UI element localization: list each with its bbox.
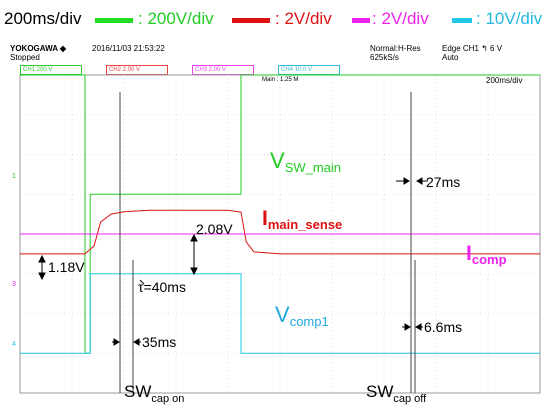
trigger-label: Edge CH1 ↰ 6 V xyxy=(442,44,503,53)
brand-label: YOKOGAWA ◆ xyxy=(10,44,67,53)
legend-bar: 200ms/div : 200V/div : 2V/div : 2V/div :… xyxy=(0,0,550,40)
trace-v-comp1 xyxy=(20,273,540,354)
status-label: Stopped xyxy=(10,53,40,62)
channel-markers: 1 3 4 xyxy=(12,173,16,348)
label-delay-comp: 6.6ms xyxy=(424,319,462,335)
legend-swatch-ch2 xyxy=(232,18,270,23)
label-tau: τ=40ms xyxy=(138,279,186,295)
label-i-main-sense: Imain_sense xyxy=(262,207,342,232)
timestamp-label: 2016/11/03 21:53:22 xyxy=(92,44,165,53)
legend-label-ch1: : 200V/div xyxy=(138,9,214,28)
label-v-comp1: Vcomp1 xyxy=(275,302,329,329)
label-sw-cap-off: SWcap off xyxy=(366,382,427,405)
label-offset: 1.18V xyxy=(48,259,85,275)
legend-label-ch3: : 2V/div xyxy=(372,9,429,28)
label-i-comp: Icomp xyxy=(466,242,507,267)
label-v-sw-main: VSW_main xyxy=(270,148,341,175)
legend-swatch-ch3 xyxy=(352,18,370,23)
trigger-mode-label: Auto xyxy=(442,53,459,62)
legend-label-ch2: : 2V/div xyxy=(275,9,332,28)
trace-i-main-sense xyxy=(20,209,540,255)
label-step: 2.08V xyxy=(196,221,233,237)
legend-label-ch4: : 10V/div xyxy=(476,9,543,28)
legend-swatch-ch4 xyxy=(452,18,472,23)
svg-text:3: 3 xyxy=(12,281,16,288)
label-sw-cap-on: SWcap on xyxy=(124,382,184,405)
annotation-text: VSW_main Imain_sense Icomp Vcomp1 SWcap … xyxy=(48,148,507,405)
sample-rate-label: 625kS/s xyxy=(370,53,399,62)
label-delay-on: 35ms xyxy=(142,334,176,350)
legend-swatch-ch1 xyxy=(95,18,133,23)
acq-mode-label: Normal:H-Res xyxy=(370,44,421,53)
legend-timebase: 200ms/div xyxy=(4,9,82,28)
svg-text:4: 4 xyxy=(12,341,16,348)
traces xyxy=(20,74,540,354)
annotation-layer xyxy=(38,92,428,393)
svg-text:1: 1 xyxy=(12,173,16,180)
label-delay-off: 27ms xyxy=(426,174,460,190)
screen-timebase-label: 200ms/div xyxy=(486,76,523,85)
